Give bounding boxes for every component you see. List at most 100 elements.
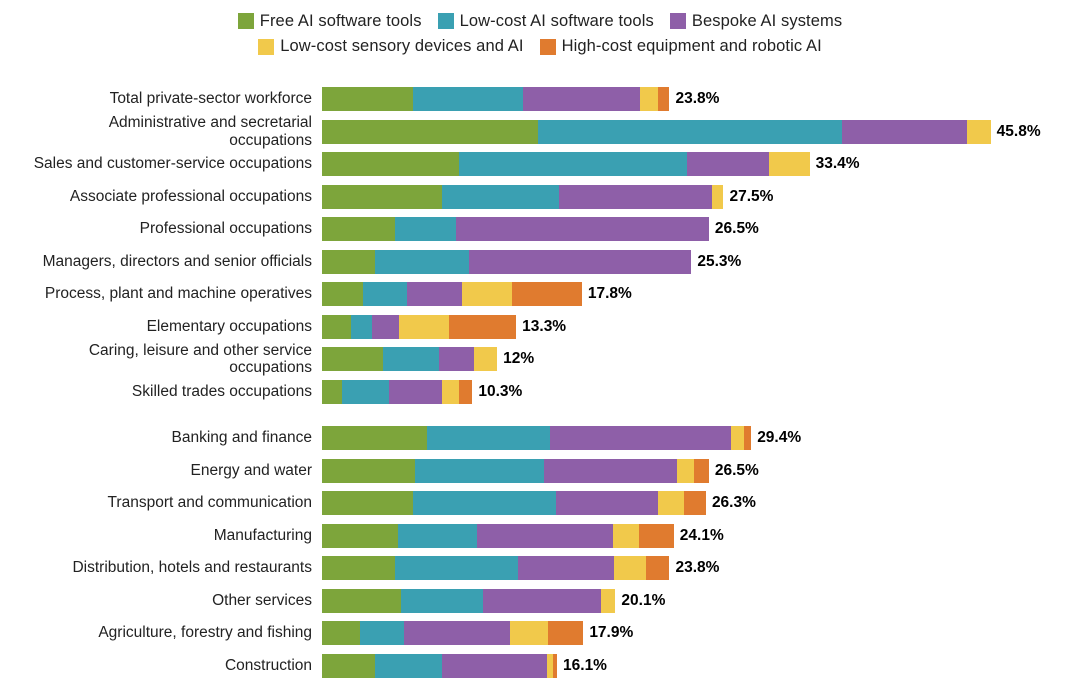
- row-total-label: 26.3%: [712, 494, 756, 512]
- legend-item-sensory: Low-cost sensory devices and AI: [258, 35, 523, 57]
- row-total-label: 23.8%: [675, 559, 719, 577]
- row-label: Administrative and secretarial occupatio…: [30, 114, 322, 149]
- bar-segment-free: [322, 250, 375, 274]
- table-row: Total private-sector workforce23.8%: [30, 83, 1050, 116]
- bar-segment-free: [322, 524, 398, 548]
- row-bar-wrap: 27.5%: [322, 180, 1050, 213]
- legend-row: Low-cost sensory devices and AIHigh-cost…: [30, 35, 1050, 60]
- row-label: Caring, leisure and other service occupa…: [30, 342, 322, 377]
- bar-segment-robotic: [459, 380, 472, 404]
- stacked-bar: [322, 491, 706, 515]
- row-bar-wrap: 26.5%: [322, 454, 1050, 487]
- bar-segment-lowcost: [351, 315, 371, 339]
- legend-swatch-robotic: [540, 39, 556, 55]
- row-label: Other services: [30, 592, 322, 609]
- bar-segment-bespoke: [469, 250, 691, 274]
- row-label: Agriculture, forestry and fishing: [30, 624, 322, 641]
- table-row: Process, plant and machine operatives17.…: [30, 278, 1050, 311]
- bar-segment-lowcost: [398, 524, 477, 548]
- bar-segment-sensory: [614, 556, 646, 580]
- legend-item-lowcost: Low-cost AI software tools: [438, 10, 654, 32]
- row-bar-wrap: 24.1%: [322, 519, 1050, 552]
- bar-segment-bespoke: [550, 426, 731, 450]
- stacked-bar: [322, 120, 991, 144]
- legend-row: Free AI software tools Low-cost AI softwa…: [30, 10, 1050, 35]
- row-label: Construction: [30, 657, 322, 674]
- stacked-bar: [322, 589, 615, 613]
- bar-segment-sensory: [967, 120, 990, 144]
- bar-segment-bespoke: [518, 556, 614, 580]
- bar-segment-sensory: [731, 426, 744, 450]
- bar-segment-sensory: [474, 347, 497, 371]
- row-total-label: 20.1%: [621, 592, 665, 610]
- bar-segment-free: [322, 654, 375, 678]
- bar-segment-bespoke: [372, 315, 400, 339]
- table-row: Distribution, hotels and restaurants 23.8…: [30, 552, 1050, 585]
- row-total-label: 25.3%: [697, 253, 741, 271]
- bar-segment-free: [322, 120, 538, 144]
- bar-segment-lowcost: [459, 152, 687, 176]
- legend-swatch-free: [238, 13, 254, 29]
- bar-segment-free: [322, 185, 442, 209]
- row-label: Energy and water: [30, 462, 322, 479]
- row-total-label: 23.8%: [675, 90, 719, 108]
- bar-segment-bespoke: [439, 347, 474, 371]
- bar-segment-robotic: [639, 524, 674, 548]
- stacked-bar: [322, 250, 691, 274]
- row-total-label: 26.5%: [715, 220, 759, 238]
- bar-segment-sensory: [677, 459, 695, 483]
- bar-segment-lowcost: [363, 282, 407, 306]
- table-row: Sales and customer-service occupations33…: [30, 148, 1050, 181]
- bar-segment-bespoke: [523, 87, 640, 111]
- legend-label: Free AI software tools: [260, 10, 422, 32]
- bar-segment-lowcost: [413, 491, 556, 515]
- bar-segment-free: [322, 217, 395, 241]
- row-bar-wrap: 23.8%: [322, 552, 1050, 585]
- bar-segment-free: [322, 347, 383, 371]
- bar-segment-robotic: [512, 282, 582, 306]
- bar-segment-robotic: [548, 621, 583, 645]
- bar-segment-bespoke: [456, 217, 709, 241]
- bar-segment-lowcost: [538, 120, 842, 144]
- row-bar-wrap: 26.3%: [322, 487, 1050, 520]
- row-bar-wrap: 25.3%: [322, 245, 1050, 278]
- stacked-bar: [322, 315, 516, 339]
- bar-segment-lowcost: [427, 426, 550, 450]
- legend-swatch-bespoke: [670, 13, 686, 29]
- bar-segment-bespoke: [483, 589, 601, 613]
- bar-segment-free: [322, 589, 401, 613]
- bar-segment-robotic: [553, 654, 557, 678]
- table-row: Other services 20.1%: [30, 584, 1050, 617]
- table-row: Energy and water26.5%: [30, 454, 1050, 487]
- bar-segment-robotic: [658, 87, 670, 111]
- stacked-bar: [322, 185, 723, 209]
- row-total-label: 12%: [503, 350, 534, 368]
- legend-label: Bespoke AI systems: [692, 10, 842, 32]
- table-row: Professional occupations26.5%: [30, 213, 1050, 246]
- chart-legend: Free AI software tools Low-cost AI softwa…: [30, 10, 1050, 61]
- legend-item-free: Free AI software tools: [238, 10, 422, 32]
- table-row: Associate professional occupations27.5%: [30, 180, 1050, 213]
- stacked-bar: [322, 556, 669, 580]
- bar-segment-sensory: [712, 185, 724, 209]
- bar-segment-bespoke: [556, 491, 658, 515]
- bar-segment-free: [322, 491, 413, 515]
- bar-segment-lowcost: [342, 380, 389, 404]
- row-bar-wrap: 12%: [322, 343, 1050, 376]
- row-bar-wrap: 10.3%: [322, 375, 1050, 408]
- row-label: Associate professional occupations: [30, 188, 322, 205]
- bar-segment-sensory: [601, 589, 616, 613]
- bar-segment-bespoke: [442, 654, 547, 678]
- stacked-bar: [322, 426, 751, 450]
- row-bar-wrap: 13.3%: [322, 310, 1050, 343]
- row-label: Distribution, hotels and restaurants: [30, 559, 322, 576]
- row-total-label: 17.9%: [589, 624, 633, 642]
- bar-segment-free: [322, 459, 415, 483]
- bar-segment-bespoke: [559, 185, 712, 209]
- row-total-label: 13.3%: [522, 318, 566, 336]
- bar-segment-bespoke: [404, 621, 511, 645]
- stacked-bar: [322, 152, 810, 176]
- bar-segment-lowcost: [395, 556, 518, 580]
- bar-segment-bespoke: [477, 524, 613, 548]
- row-bar-wrap: 29.4%: [322, 422, 1050, 455]
